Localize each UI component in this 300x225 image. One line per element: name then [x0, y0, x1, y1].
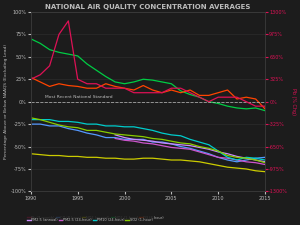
- Y-axis label: Percentage Above or Below NAAQS (Excluding Lead): Percentage Above or Below NAAQS (Excludi…: [4, 44, 8, 159]
- Text: Most Recent National Standard: Most Recent National Standard: [45, 95, 112, 99]
- Legend: Pb (3-month), CO (8-hour), NO2 (annual), NO2 (1-hour), O3 (8-hour): Pb (3-month), CO (8-hour), NO2 (annual),…: [26, 214, 165, 221]
- Y-axis label: Pb (% Chg): Pb (% Chg): [291, 88, 296, 115]
- Legend: PM2.5 (annual), PM2.5 (24-hour), PM10 (24-hour), SO2 (1-hour): PM2.5 (annual), PM2.5 (24-hour), PM10 (2…: [26, 216, 154, 223]
- Title: NATIONAL AIR QUALITY CONCENTRATION AVERAGES: NATIONAL AIR QUALITY CONCENTRATION AVERA…: [45, 4, 250, 10]
